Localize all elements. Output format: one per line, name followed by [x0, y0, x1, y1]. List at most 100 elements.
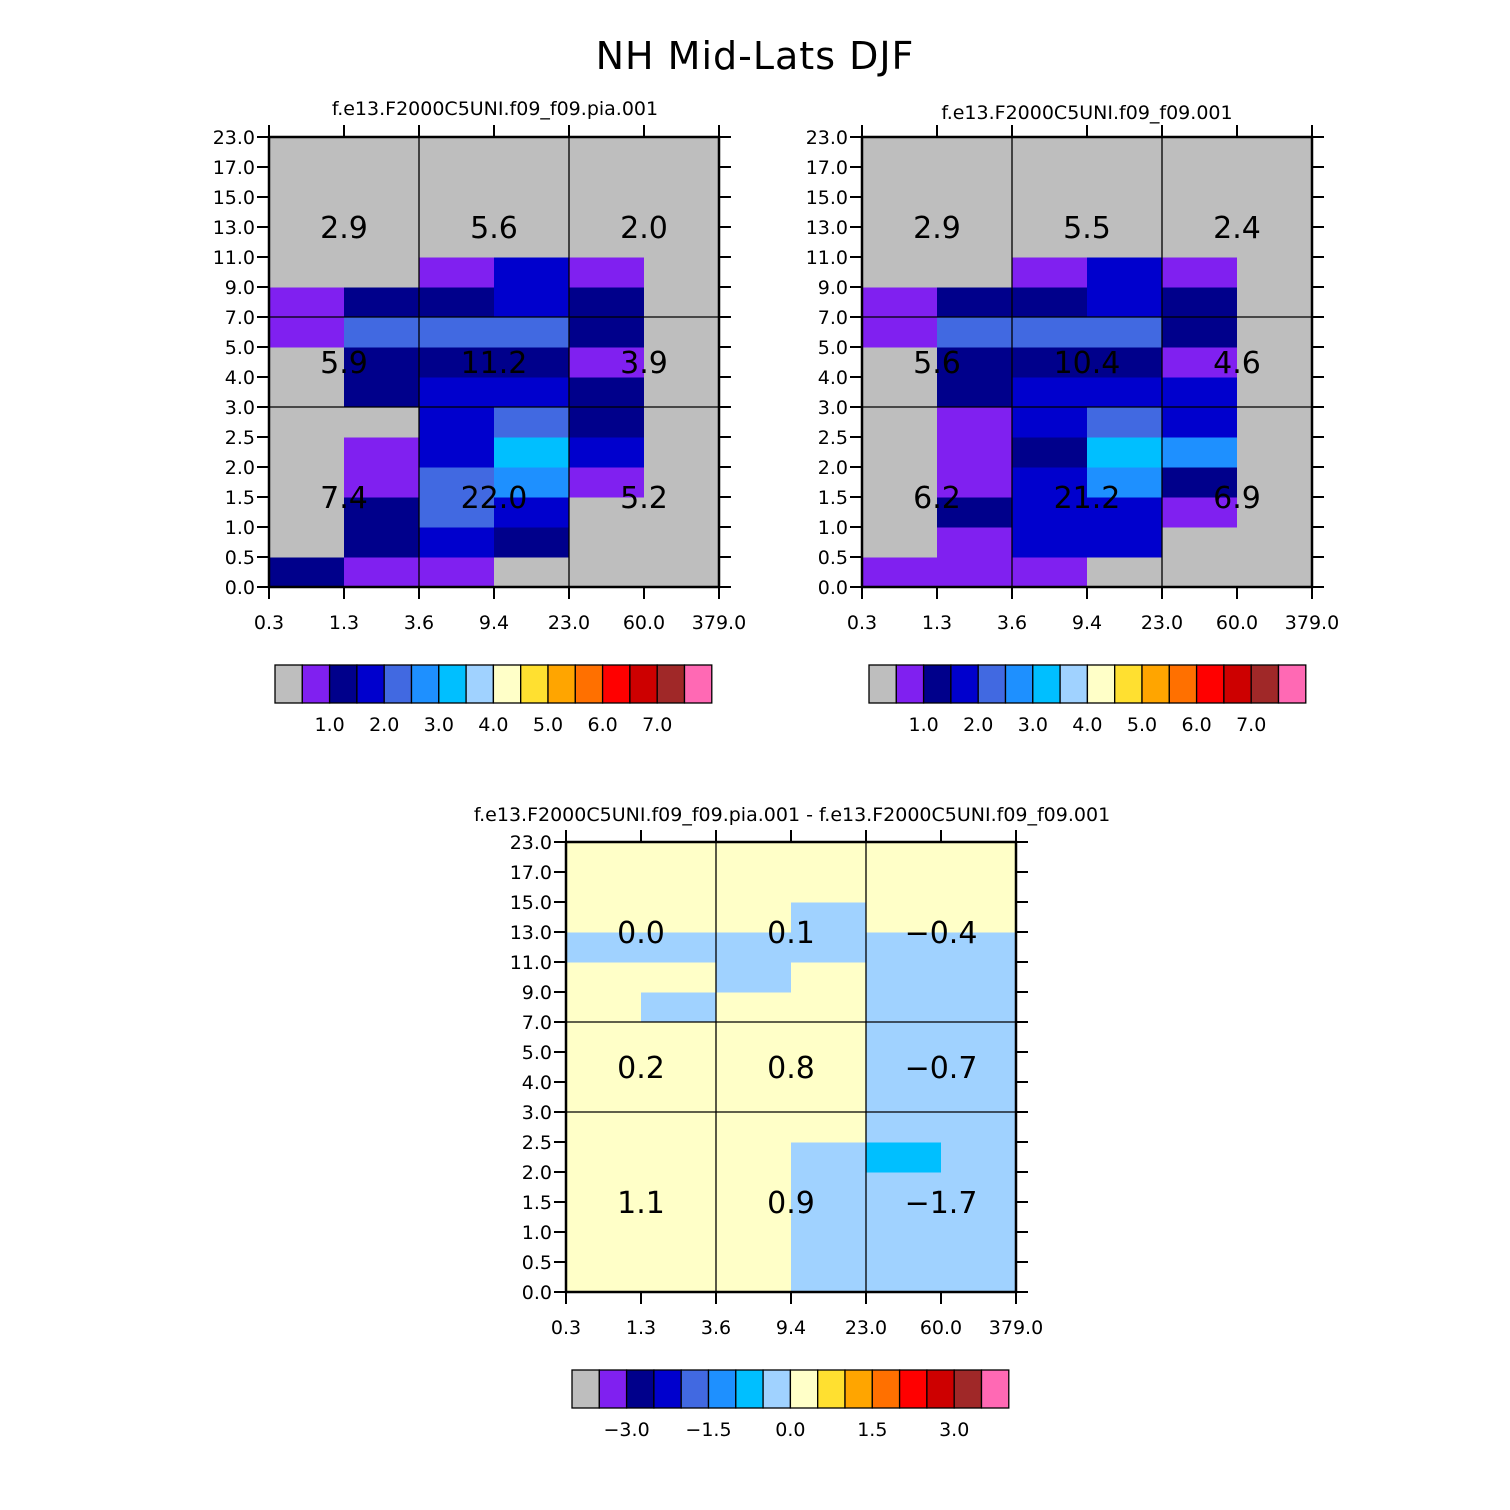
group-value-label: 10.4	[1054, 346, 1121, 381]
colorbar-swatch	[601, 664, 631, 704]
heatmap-cell	[862, 197, 938, 228]
y-tick-label: 9.0	[225, 277, 255, 299]
group-value-label: 2.9	[320, 211, 368, 246]
heatmap-cell	[1012, 347, 1088, 378]
colorbar-swatch	[1250, 664, 1280, 704]
heatmap-cell	[419, 407, 495, 438]
main-title: NH Mid-Lats DJF	[595, 34, 915, 78]
heatmap-cell	[344, 137, 420, 168]
heatmap-cell	[937, 347, 1013, 378]
heatmap-cell	[566, 1022, 642, 1053]
heatmap-cell	[1012, 197, 1088, 228]
colorbar-swatch	[438, 664, 467, 704]
heatmap-cell	[344, 317, 420, 348]
heatmap-cell	[937, 557, 1013, 588]
heatmap-cell	[937, 527, 1013, 558]
heatmap-cell	[344, 527, 420, 558]
colorbar-swatch	[898, 1369, 928, 1409]
heatmap-cell	[791, 992, 867, 1023]
heatmap-cell	[569, 377, 645, 408]
heatmap-cell	[791, 1172, 867, 1203]
heatmap-cell	[269, 557, 345, 588]
colorbar-label: 4.0	[478, 714, 508, 736]
heatmap-cell	[419, 257, 495, 288]
y-tick-label: 17.0	[213, 157, 255, 179]
colorbar-swatch	[1059, 664, 1089, 704]
heatmap-cell	[1237, 287, 1313, 318]
heatmap-cell	[862, 437, 938, 468]
heatmap-cell	[941, 872, 1017, 903]
heatmap-cell	[716, 1022, 792, 1053]
heatmap-cell	[644, 437, 720, 468]
heatmap-cell	[791, 1112, 867, 1143]
heatmap-cell	[641, 842, 717, 873]
heatmap-cell	[569, 497, 645, 528]
heatmap-cell	[419, 527, 495, 558]
colorbar-label: 6.0	[1181, 714, 1211, 736]
heatmap-cell	[269, 347, 345, 378]
colorbar-label: 4.0	[1072, 714, 1102, 736]
heatmap-cell	[937, 257, 1013, 288]
x-tick-label: 379.0	[692, 612, 746, 634]
panel-2-colorbar: 1.0 2.0 3.0 4.0 5.0 6.0 7.0	[868, 664, 1307, 736]
heatmap-cell	[494, 557, 570, 588]
heatmap-cell	[791, 902, 867, 933]
heatmap-cell	[494, 407, 570, 438]
group-value-label: 11.2	[461, 346, 528, 381]
heatmap-cell	[941, 992, 1017, 1023]
colorbar-label: −1.5	[685, 1419, 731, 1441]
y-tick-label: 2.5	[225, 427, 255, 449]
group-value-label: −1.7	[905, 1186, 978, 1221]
heatmap-cell	[344, 347, 420, 378]
heatmap-cell	[641, 872, 717, 903]
heatmap-cell	[937, 167, 1013, 198]
heatmap-cell	[716, 1202, 792, 1233]
heatmap-cell	[644, 497, 720, 528]
x-tick-label: 0.3	[254, 612, 284, 634]
colorbar-label: 7.0	[642, 714, 672, 736]
x-tick-label: 23.0	[1141, 612, 1183, 634]
heatmap-cell	[494, 197, 570, 228]
heatmap-cell	[419, 197, 495, 228]
y-tick-label: 7.0	[225, 307, 255, 329]
y-tick-label: 23.0	[510, 832, 552, 854]
heatmap-cell	[1162, 407, 1238, 438]
heatmap-cell	[344, 437, 420, 468]
colorbar-swatch	[762, 1369, 792, 1409]
heatmap-cell	[1162, 527, 1238, 558]
y-tick-label: 2.0	[522, 1162, 552, 1184]
colorbar-swatch	[707, 1369, 737, 1409]
x-tick-label: 0.3	[847, 612, 877, 634]
heatmap-cell	[1087, 347, 1163, 378]
heatmap-cell	[569, 167, 645, 198]
heatmap-cell	[1087, 227, 1163, 258]
heatmap-cell	[937, 227, 1013, 258]
group-value-label: 5.6	[470, 211, 518, 246]
colorbar-swatch	[1114, 664, 1143, 704]
heatmap-cell	[1012, 557, 1088, 588]
heatmap-cell	[494, 317, 570, 348]
y-tick-label: 0.5	[522, 1252, 552, 1274]
colorbar-swatch	[274, 664, 303, 704]
colorbar-swatch	[683, 664, 713, 704]
heatmap-cell	[569, 197, 645, 228]
group-value-label: 0.1	[767, 916, 815, 951]
y-tick-label: 4.0	[522, 1072, 552, 1094]
heatmap-cell	[791, 1262, 867, 1293]
heatmap-cell	[716, 1172, 792, 1203]
heatmap-cell	[641, 992, 717, 1023]
heatmap-cell	[641, 1022, 717, 1053]
colorbar-swatch	[547, 664, 576, 704]
heatmap-cell	[644, 527, 720, 558]
heatmap-cell	[494, 287, 570, 318]
group-value-label: 4.6	[1213, 346, 1261, 381]
y-tick-label: 15.0	[510, 892, 552, 914]
colorbar-swatch	[571, 1369, 600, 1409]
heatmap-cell	[1087, 197, 1163, 228]
x-tick-label: 3.6	[701, 1317, 731, 1339]
y-tick-label: 11.0	[510, 952, 552, 974]
heatmap-cell	[419, 317, 495, 348]
heatmap-cell	[1012, 407, 1088, 438]
colorbar-swatch	[1168, 664, 1198, 704]
